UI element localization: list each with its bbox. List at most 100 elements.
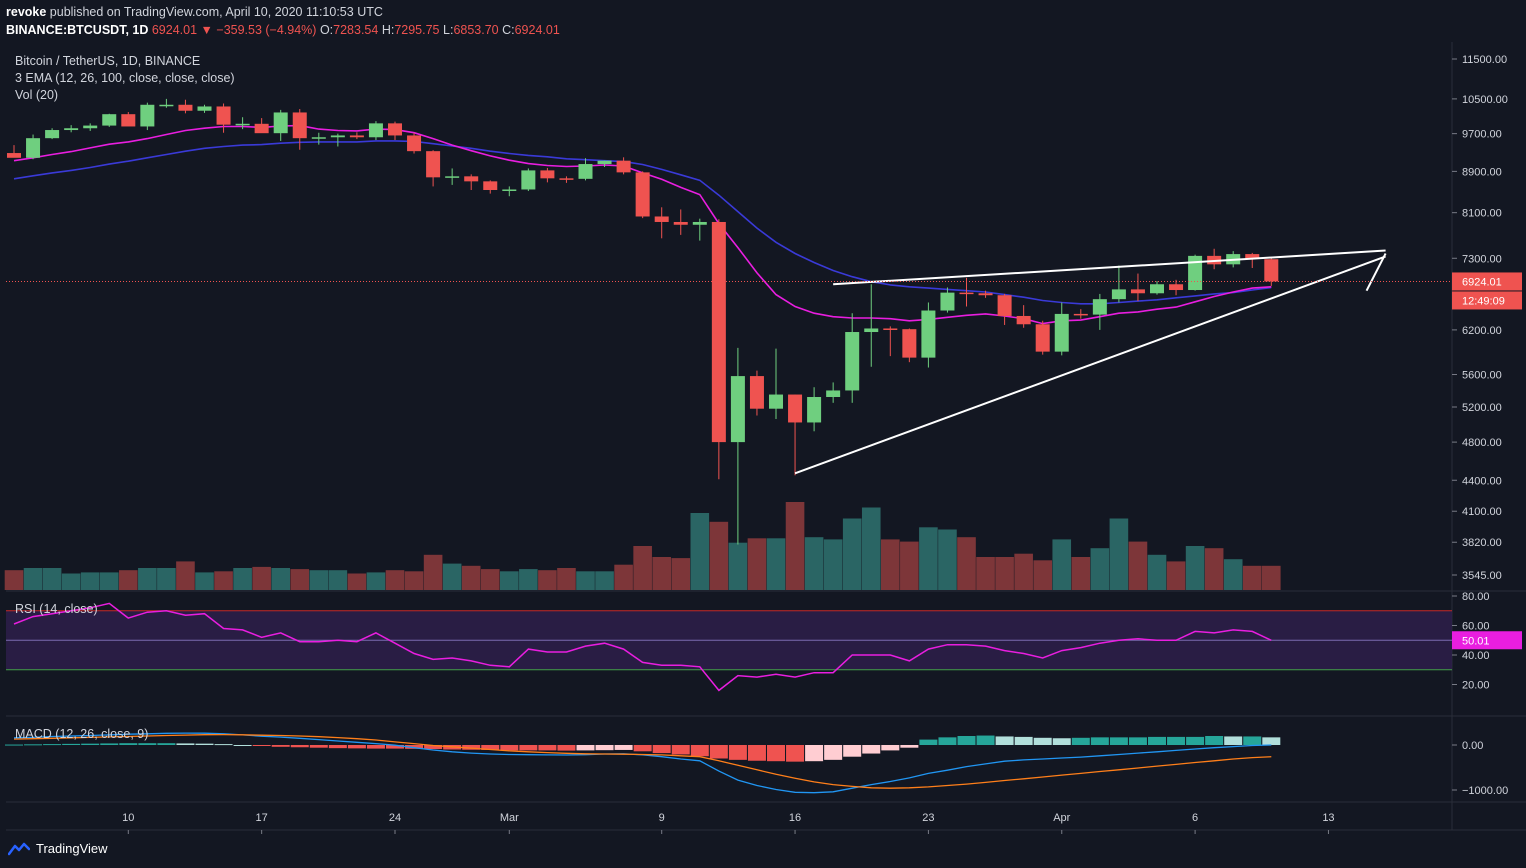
macd-histogram-bar	[1167, 736, 1186, 745]
macd-histogram-bar	[1128, 737, 1147, 745]
volume-bar	[823, 539, 843, 590]
macd-signal-line	[13, 733, 1272, 789]
volume-bar	[766, 538, 786, 590]
time-axis-label: Apr	[1053, 812, 1070, 824]
volume-bar	[442, 563, 462, 590]
time-axis-label: 23	[922, 812, 934, 824]
price-axis-label: 4400.00	[1462, 475, 1502, 487]
macd-histogram-bar	[805, 745, 824, 762]
candle-body	[235, 123, 250, 126]
legend-macd[interactable]: MACD (12, 26, close, 9)	[15, 727, 149, 741]
macd-histogram-bar	[614, 745, 633, 750]
volume-bar	[404, 571, 424, 590]
change-down-icon: ▼	[200, 23, 213, 37]
price-axis-label: 8100.00	[1462, 208, 1502, 220]
macd-histogram-bar	[919, 739, 938, 745]
macd-histogram-bar	[995, 736, 1014, 745]
candle-body	[26, 138, 41, 158]
legend-vol[interactable]: Vol (20)	[15, 88, 59, 102]
footer-brand-label: TradingView	[36, 841, 108, 856]
candle-body	[1130, 289, 1145, 294]
macd-histogram-bar	[386, 745, 404, 749]
macd-histogram-bar	[119, 743, 138, 745]
volume-bar	[633, 546, 652, 590]
candle-body	[673, 221, 688, 225]
candle-body	[178, 104, 193, 111]
macd-histogram-bar	[309, 745, 328, 748]
volume-bar	[728, 542, 748, 590]
high-value: 7295.75	[394, 23, 440, 37]
candle-body	[883, 328, 898, 330]
footer-brand[interactable]: TradingView	[8, 841, 108, 856]
volume-bar	[252, 566, 271, 590]
macd-histogram-bar	[652, 745, 671, 754]
time-axis-label: 10	[122, 812, 134, 824]
candle-body	[121, 114, 136, 127]
volume-bar	[1185, 546, 1205, 590]
price-axis-label: 5200.00	[1462, 402, 1502, 414]
macd-histogram-bar	[347, 745, 366, 749]
legend-ema[interactable]: 3 EMA (12, 26, 100, close, close, close)	[15, 71, 235, 85]
volume-bar	[347, 573, 367, 590]
macd-histogram-bar	[786, 745, 805, 762]
macd-histogram-bar	[1148, 736, 1166, 745]
close-value: 6924.01	[514, 23, 560, 37]
price-axis-label: 3820.00	[1462, 537, 1502, 549]
legend-title[interactable]: Bitcoin / TetherUS, 1D, BINANCE	[15, 54, 201, 68]
candle-body	[711, 221, 726, 443]
candle-body	[64, 128, 79, 131]
macd-histogram-bar	[938, 737, 957, 745]
macd-histogram-bar	[24, 744, 43, 746]
candle-body	[45, 130, 60, 139]
volume-bar	[233, 568, 252, 590]
volume-bar	[1242, 565, 1262, 590]
volume-bar	[957, 537, 976, 590]
macd-histogram-bar	[138, 743, 157, 745]
time-axis-label: Mar	[500, 812, 519, 824]
macd-histogram-bar	[214, 744, 233, 746]
volume-bar	[1128, 541, 1148, 590]
volume-bar	[480, 569, 500, 590]
candle-body	[559, 178, 574, 180]
candle-body	[635, 172, 650, 217]
candle-body	[426, 151, 441, 178]
macd-histogram-bar	[1014, 736, 1033, 745]
countdown-badge	[1452, 291, 1522, 310]
macd-histogram-bar	[100, 743, 119, 745]
macd-histogram-bar	[957, 736, 976, 745]
open-label: O:	[319, 23, 334, 37]
rsi-axis-label: 20.00	[1462, 680, 1490, 692]
volume-bar	[652, 557, 671, 590]
candle-body	[978, 293, 993, 296]
volume-bar	[214, 571, 233, 590]
macd-histogram-bar	[328, 745, 347, 749]
publisher-name[interactable]: revoke	[6, 5, 47, 19]
volume-bar	[461, 565, 481, 590]
volume-bar	[328, 570, 348, 590]
candle-body	[826, 390, 841, 398]
candle-body	[140, 104, 155, 127]
macd-histogram-bar	[271, 745, 290, 747]
macd-histogram-bar	[633, 745, 652, 752]
ema-slow-line	[13, 140, 1272, 305]
macd-histogram-bar	[976, 735, 995, 745]
candle-body	[1169, 284, 1184, 291]
price-axis-label: 7300.00	[1462, 253, 1502, 265]
candle-body	[445, 176, 460, 178]
price-axis-label: 3545.00	[1462, 570, 1502, 582]
candle-body	[1092, 299, 1107, 315]
macd-histogram-bar	[43, 744, 62, 746]
macd-histogram-bar	[519, 745, 538, 751]
candle-body	[273, 112, 288, 134]
macd-histogram-bar	[290, 745, 309, 748]
candle-body	[7, 153, 21, 158]
legend-rsi[interactable]: RSI (14, close)	[15, 602, 98, 616]
candle-body	[807, 397, 822, 423]
open-value: 7283.54	[333, 23, 379, 37]
symbol-label[interactable]: BINANCE:BTCUSDT, 1D	[6, 23, 149, 37]
candle-body	[1054, 313, 1069, 352]
rsi-current-badge	[1452, 631, 1522, 650]
macd-histogram-bar	[195, 743, 214, 745]
ema-fast-line	[13, 124, 1272, 325]
